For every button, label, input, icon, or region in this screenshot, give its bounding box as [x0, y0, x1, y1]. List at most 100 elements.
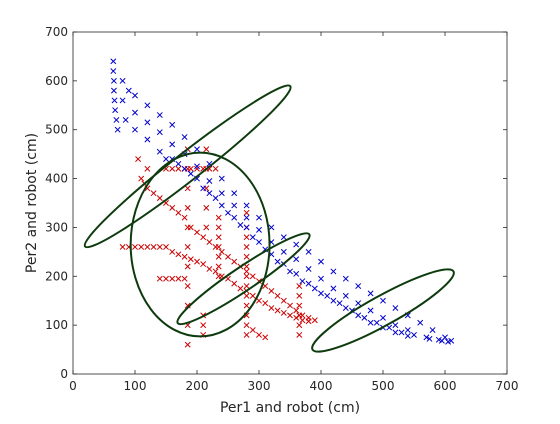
data-point: [243, 302, 250, 309]
data-point: [243, 273, 250, 280]
data-point: [231, 214, 238, 221]
data-point: [293, 270, 300, 277]
data-point: [194, 258, 200, 265]
data-point: [243, 244, 250, 250]
data-point: [206, 178, 213, 184]
data-point: [215, 224, 222, 231]
data-point: [150, 190, 157, 197]
data-point: [280, 309, 287, 316]
data-point: [132, 126, 138, 133]
data-point: [212, 268, 219, 275]
data-point: [305, 280, 312, 287]
data-point: [156, 148, 163, 155]
data-point: [200, 322, 207, 329]
data-point: [156, 275, 163, 282]
data-point: [225, 209, 231, 216]
data-point: [132, 92, 138, 99]
confidence-ellipse: [311, 268, 455, 353]
y-axis-label: Per2 and robot (cm): [24, 133, 40, 273]
data-point: [175, 251, 182, 258]
data-point: [423, 334, 430, 341]
data-point: [169, 141, 176, 148]
x-tick-label: 600: [434, 379, 457, 393]
data-point: [249, 327, 256, 333]
data-point: [119, 97, 126, 104]
data-point: [296, 312, 303, 319]
data-point: [411, 331, 417, 338]
x-tick-label: 700: [496, 379, 519, 393]
data-point: [169, 204, 176, 211]
y-tick-label: 200: [45, 269, 68, 283]
data-point: [256, 239, 262, 246]
data-point: [249, 273, 256, 280]
data-point: [392, 322, 399, 329]
data-point: [194, 146, 200, 153]
data-point: [243, 292, 250, 299]
data-point: [311, 317, 318, 324]
data-point: [194, 229, 200, 236]
data-point: [231, 190, 238, 197]
data-point: [274, 307, 281, 314]
data-point: [175, 165, 182, 172]
data-point: [268, 305, 275, 311]
data-point: [125, 87, 132, 94]
data-point: [318, 290, 324, 297]
data-point: [256, 214, 262, 221]
data-point: [287, 312, 293, 319]
x-tick-label: 300: [248, 379, 271, 393]
data-point: [119, 244, 126, 250]
data-point: [262, 334, 269, 341]
data-point: [318, 275, 324, 282]
data-point: [163, 156, 169, 162]
data-point: [299, 278, 306, 285]
data-point: [215, 214, 222, 221]
data-point: [194, 163, 200, 170]
data-point: [184, 263, 191, 270]
data-point: [156, 112, 163, 119]
data-point: [200, 185, 207, 192]
data-point: [175, 160, 182, 167]
x-tick-label: 100: [124, 379, 147, 393]
data-point: [262, 300, 269, 307]
data-point: [249, 234, 256, 241]
data-point: [311, 285, 318, 292]
data-point: [305, 248, 312, 255]
confidence-ellipse: [176, 232, 311, 326]
data-point: [342, 275, 349, 282]
ellipse-layer: [83, 84, 455, 353]
data-point: [206, 239, 213, 246]
data-point: [438, 337, 445, 344]
data-point: [138, 175, 145, 182]
data-point: [215, 253, 222, 260]
data-point: [112, 107, 119, 114]
data-point: [296, 283, 303, 290]
data-point: [243, 283, 250, 290]
data-point: [184, 204, 191, 211]
data-point: [243, 234, 250, 241]
data-point: [287, 268, 293, 275]
series-blue-layer: [110, 58, 455, 345]
data-point: [203, 224, 210, 231]
data-point: [150, 244, 157, 250]
data-point: [243, 331, 250, 338]
x-tick-label: 0: [69, 379, 77, 393]
data-point: [305, 318, 312, 325]
plot-frame: [72, 31, 508, 375]
data-point: [392, 305, 399, 311]
data-point: [156, 244, 163, 250]
data-point: [122, 116, 129, 123]
data-point: [169, 248, 176, 255]
data-point: [380, 314, 386, 321]
data-point: [243, 253, 250, 260]
data-point: [293, 307, 300, 314]
data-point: [243, 322, 250, 329]
data-point: [144, 136, 151, 143]
data-point: [268, 287, 275, 294]
data-point: [404, 332, 411, 339]
data-point: [181, 275, 188, 282]
confidence-ellipse: [129, 151, 271, 338]
data-point: [203, 146, 210, 153]
data-point: [243, 268, 250, 275]
